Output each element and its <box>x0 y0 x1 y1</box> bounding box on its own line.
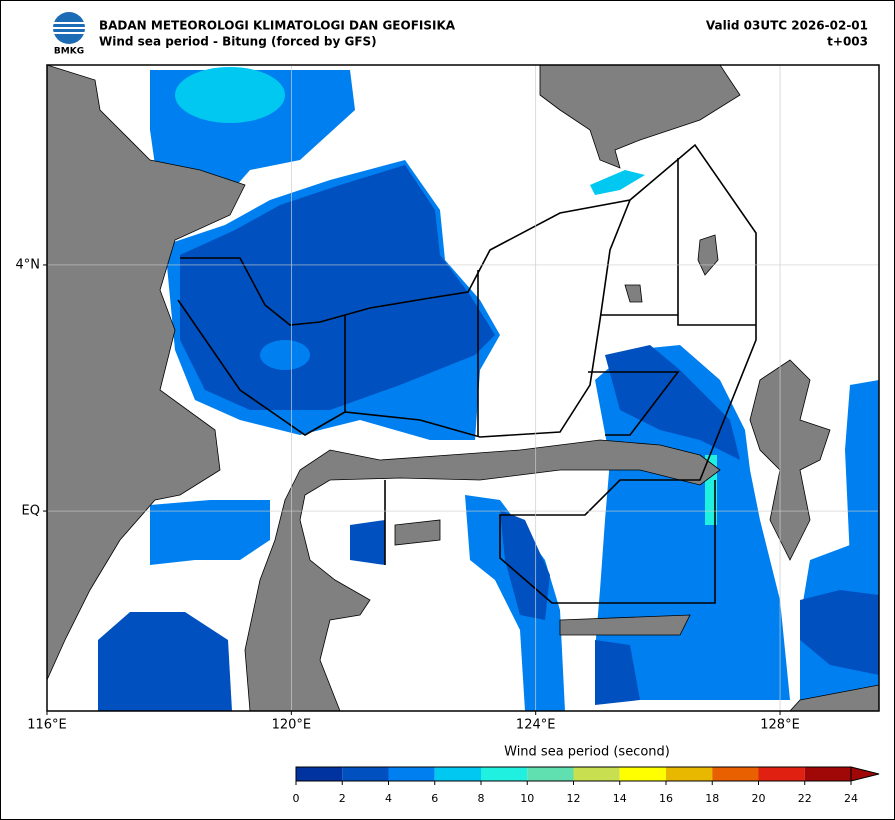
colorbar-segment <box>666 767 713 781</box>
lon-tick-label: 116°E <box>27 718 67 733</box>
lon-tick-label: 124°E <box>516 718 556 733</box>
colorbar-tick-label: 8 <box>478 792 485 805</box>
colorbar-tick-label: 16 <box>659 792 673 805</box>
valid-time: Valid 03UTC 2026-02-01 <box>706 19 868 33</box>
colorbar-segment <box>712 767 759 781</box>
lat-tick-label: EQ <box>22 504 40 519</box>
lead-time: t+003 <box>827 35 868 49</box>
map <box>47 65 879 711</box>
colorbar-segment <box>388 767 435 781</box>
colorbar-segment <box>342 767 389 781</box>
colorbar-segment <box>481 767 528 781</box>
colorbar-segment <box>527 767 574 781</box>
land <box>47 65 879 711</box>
colorbar-tick-label: 2 <box>339 792 346 805</box>
colorbar-tick-label: 18 <box>705 792 719 805</box>
boundaries <box>177 143 757 604</box>
colorbar-segment <box>296 767 343 781</box>
colorbar-tick-label: 20 <box>752 792 766 805</box>
colorbar-segment <box>758 767 805 781</box>
grid <box>47 65 879 711</box>
colorbar-segment <box>434 767 481 781</box>
logo-text: BMKG <box>54 47 84 57</box>
colorbar-tick-label: 22 <box>798 792 812 805</box>
colorbar-tick-label: 14 <box>613 792 627 805</box>
colorbar-tick-label: 0 <box>293 792 300 805</box>
colorbar-tick-label: 4 <box>385 792 392 805</box>
lon-tick-label: 120°E <box>272 718 312 733</box>
colorbar-segment <box>804 767 851 781</box>
agency: BADAN METEOROLOGI KLIMATOLOGI DAN GEOFIS… <box>99 19 456 33</box>
lat-tick-label: 4°N <box>16 257 41 272</box>
logo: BMKG <box>52 12 86 57</box>
colorbar-label: Wind sea period (second) <box>504 745 670 760</box>
colorbar-tick-label: 24 <box>844 792 858 805</box>
title: Wind sea period - Bitung (forced by GFS) <box>99 35 377 49</box>
colorbar-tick-label: 12 <box>567 792 581 805</box>
lon-tick-label: 128°E <box>760 718 800 733</box>
map-frame <box>46 64 880 712</box>
colorbar-tick-label: 10 <box>520 792 534 805</box>
colorbar-segment <box>619 767 666 781</box>
colorbar-tick-label: 6 <box>431 792 438 805</box>
colorbar-segment <box>573 767 620 781</box>
